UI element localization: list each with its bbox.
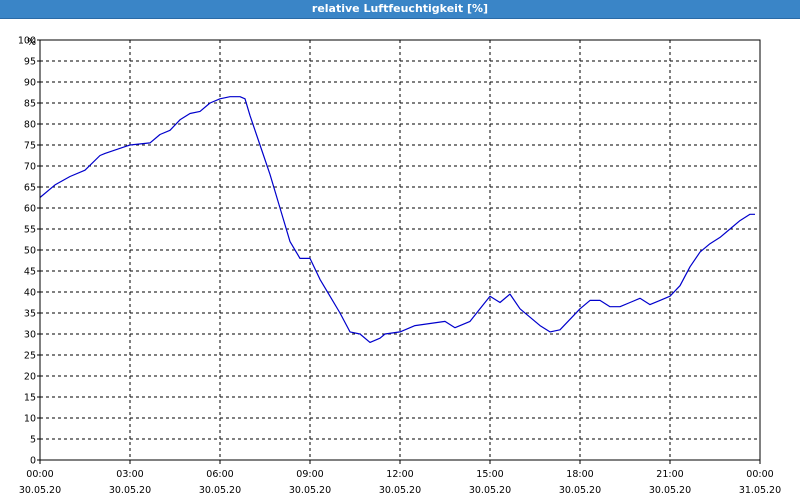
y-tick-label: 50 [24,246,36,257]
y-tick-label: 100 [18,36,36,47]
x-tick-date-label: 31.05.20 [739,485,781,496]
y-tick-label: 40 [24,288,36,299]
x-tick-time-label: 15:00 [476,469,503,480]
x-tick-date-label: 30.05.20 [559,485,601,496]
y-tick-label: 60 [24,204,36,215]
y-tick-label: 15 [24,393,36,404]
y-tick-label: 30 [24,330,36,341]
y-tick-label: 85 [24,99,36,110]
series-layer [39,96,755,343]
axis-labels: 0 5 10 15 20 25 30 35 40 45 50 55 60 65 70 75 80 85 90 95 10… [18,36,781,497]
x-tick-time-label: 06:00 [206,469,233,480]
y-tick-label: 95 [24,57,36,68]
y-tick-label: 20 [24,372,36,383]
y-tick-label: 35 [24,309,36,320]
x-tick-time-label: 18:00 [566,469,593,480]
x-tick-time-label: 12:00 [386,469,413,480]
y-tick-label: 75 [24,141,36,152]
x-tick-date-label: 30.05.20 [379,485,421,496]
y-tick-label: 25 [24,351,36,362]
chart-title: relative Luftfeuchtigkeit [%] [0,0,800,19]
x-tick-date-label: 30.05.20 [109,485,151,496]
grid [40,40,760,460]
y-tick-label: 70 [24,162,36,173]
x-tick-date-label: 30.05.20 [469,485,511,496]
x-tick-time-label: 21:00 [656,469,683,480]
x-tick-time-label: 09:00 [296,469,323,480]
series-line-humidity [39,96,755,343]
x-tick-date-label: 30.05.20 [289,485,331,496]
x-tick-time-label: 03:00 [116,469,143,480]
y-tick-label: 10 [24,414,36,425]
y-tick-label: 65 [24,183,36,194]
plot-frame [39,39,761,461]
y-tick-label: 80 [24,120,36,131]
x-tick-time-label: 00:00 [26,469,53,480]
x-tick-time-label: 00:00 [746,469,773,480]
y-tick-label: 0 [30,456,36,467]
x-tick-date-label: 30.05.20 [649,485,691,496]
x-tick-date-label: 30.05.20 [19,485,61,496]
x-tick-date-label: 30.05.20 [199,485,241,496]
y-tick-label: 5 [30,435,36,446]
y-tick-label: 90 [24,78,36,89]
y-tick-label: 55 [24,225,36,236]
y-tick-label: 45 [24,267,36,278]
y-axis-label: % [27,37,36,48]
